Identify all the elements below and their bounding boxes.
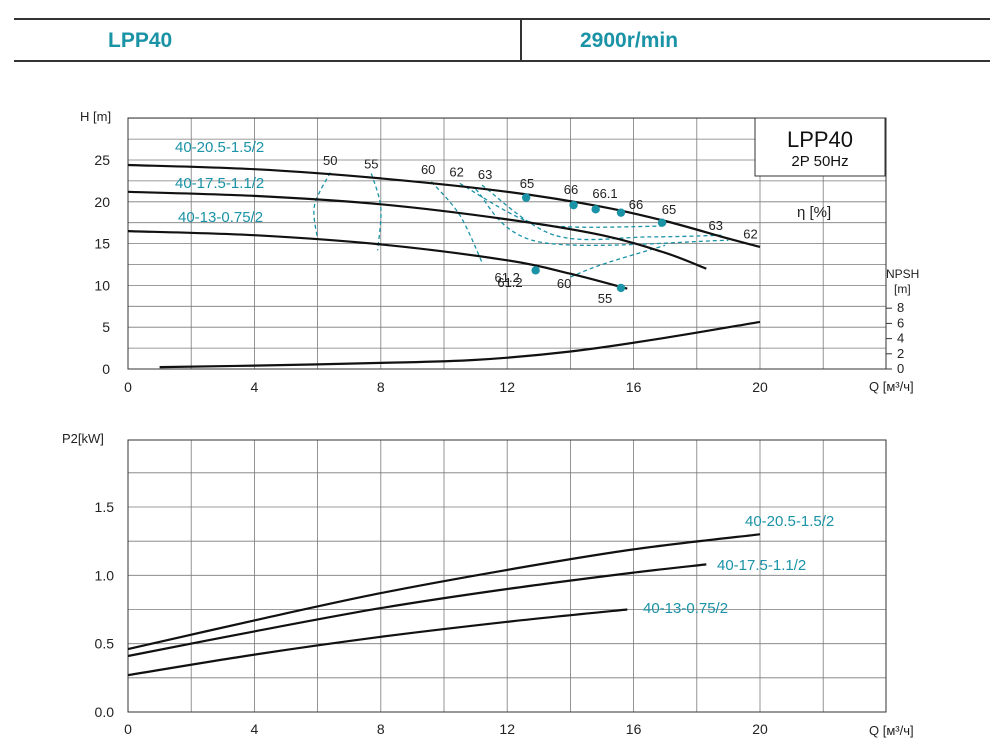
- x-tick-label: 20: [752, 721, 768, 737]
- x-tick-label: 0: [124, 379, 132, 395]
- npsh-tick-label: 8: [897, 300, 904, 315]
- efficiency-value-label: 63: [478, 167, 492, 182]
- power-curve: [127, 608, 628, 677]
- efficiency-iso-line: [570, 244, 666, 278]
- x-tick-label: 8: [377, 721, 385, 737]
- efficiency-value-label: 60: [421, 162, 435, 177]
- efficiency-iso-line: [313, 172, 331, 240]
- efficiency-point-label: 66.1: [592, 186, 617, 201]
- efficiency-iso-line: [430, 181, 483, 263]
- efficiency-point-label: 61.2: [497, 275, 522, 290]
- efficiency-value-label: 61.2: [495, 270, 520, 285]
- efficiency-iso-line: [475, 188, 729, 246]
- head-curve: [127, 190, 707, 270]
- speed-title: 2900r/min: [580, 29, 679, 52]
- efficiency-value-label: 63: [709, 218, 723, 233]
- x-axis-label: Q [м³/ч]: [869, 379, 914, 394]
- efficiency-axis-label: η [%]: [797, 204, 831, 221]
- chart-title: LPP40: [787, 127, 853, 152]
- efficiency-point: [657, 218, 667, 227]
- series-label: 40-13-0.75/2: [178, 209, 263, 226]
- npsh-curve: [159, 320, 761, 369]
- x-tick-label: 16: [626, 721, 642, 737]
- header-divider: [520, 20, 522, 60]
- npsh-tick-label: 4: [897, 331, 904, 346]
- y-tick-label: 1.5: [95, 499, 115, 515]
- y-axis-label: H [m]: [80, 109, 111, 124]
- efficiency-point: [591, 205, 600, 214]
- x-tick-label: 4: [251, 721, 259, 737]
- legend-box: [754, 117, 886, 177]
- efficiency-value-label: 60: [557, 276, 571, 291]
- model-title: LPP40: [108, 29, 173, 52]
- header-bar: LPP40 2900r/min: [14, 18, 990, 62]
- x-tick-label: 4: [251, 379, 259, 395]
- series-label: 40-17.5-1.1/2: [717, 557, 806, 574]
- npsh-axis-label: NPSH: [886, 267, 919, 281]
- x-tick-label: 0: [124, 721, 132, 737]
- chart-subtitle: 2P 50Hz: [791, 153, 848, 170]
- efficiency-point-label: 65: [520, 176, 534, 191]
- efficiency-point-label: 55: [598, 291, 612, 306]
- series-label: 40-20.5-1.5/2: [175, 139, 264, 156]
- efficiency-point-label: 66: [629, 197, 643, 212]
- plot-frame: [127, 439, 887, 713]
- y-tick-label: 20: [94, 194, 110, 210]
- efficiency-point: [569, 200, 578, 210]
- power-curve: [127, 563, 707, 658]
- npsh-axis-unit: [m]: [894, 282, 911, 296]
- efficiency-point: [531, 266, 540, 275]
- y-tick-label: 10: [94, 277, 110, 293]
- efficiency-value-label: 50: [323, 153, 337, 168]
- npsh-tick-label: 6: [897, 315, 904, 330]
- npsh-tick-label: 2: [897, 346, 904, 361]
- power-curve: [127, 533, 761, 651]
- y-tick-label: 0.5: [95, 636, 115, 652]
- efficiency-iso-line: [370, 173, 382, 251]
- efficiency-point: [616, 208, 626, 217]
- y-axis-label: P2[kW]: [62, 431, 104, 446]
- y-tick-label: 5: [102, 319, 110, 335]
- x-axis-label: Q [м³/ч]: [869, 723, 914, 738]
- efficiency-value-label: 62: [449, 165, 463, 180]
- x-tick-label: 20: [752, 379, 768, 395]
- x-tick-label: 16: [626, 379, 642, 395]
- series-label: 40-17.5-1.1/2: [175, 175, 264, 192]
- y-tick-label: 25: [94, 152, 110, 168]
- x-tick-label: 12: [499, 721, 515, 737]
- y-tick-label: 0.0: [95, 704, 115, 720]
- efficiency-iso-line: [481, 184, 723, 241]
- series-label: 40-13-0.75/2: [643, 600, 728, 617]
- efficiency-point-label: 66: [564, 182, 578, 197]
- y-tick-label: 0: [102, 361, 110, 377]
- plot-frame: [127, 117, 887, 370]
- npsh-tick-label: 0: [897, 361, 904, 376]
- efficiency-value-label: 62: [743, 227, 757, 242]
- efficiency-point: [616, 283, 626, 293]
- efficiency-point: [521, 193, 531, 202]
- efficiency-value-label: 55: [364, 156, 378, 171]
- head-curve: [127, 230, 628, 290]
- y-tick-label: 15: [94, 236, 110, 252]
- y-tick-label: 1.0: [95, 567, 115, 583]
- efficiency-point-label: 65: [662, 202, 676, 217]
- series-label: 40-20.5-1.5/2: [745, 513, 834, 530]
- x-tick-label: 8: [377, 379, 385, 395]
- head-curve: [127, 163, 761, 248]
- x-tick-label: 12: [499, 379, 515, 395]
